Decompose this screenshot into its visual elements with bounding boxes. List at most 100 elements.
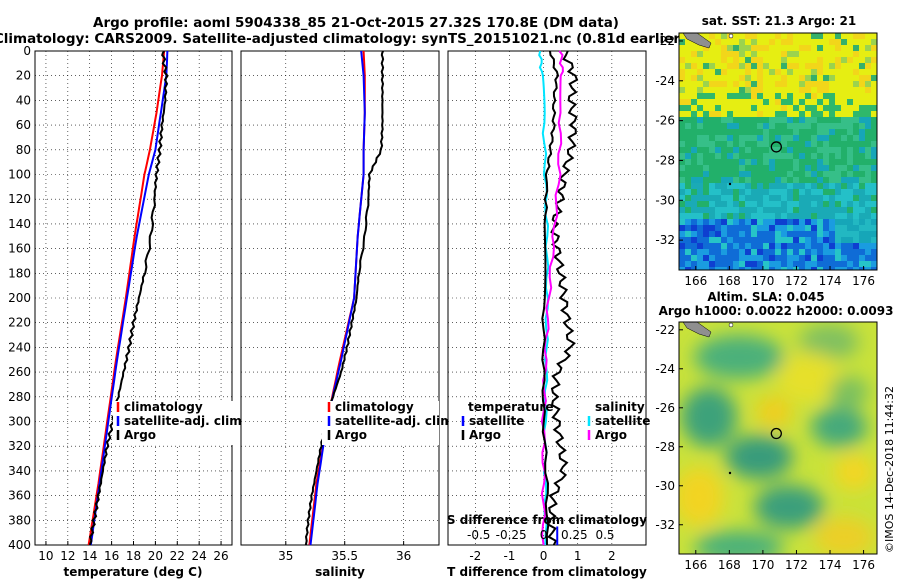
sst-cell <box>793 51 799 57</box>
sst-cell <box>835 45 841 51</box>
sst-cell <box>697 51 703 57</box>
sst-cell <box>727 153 733 159</box>
sst-cell <box>721 111 727 117</box>
sst-cell <box>847 87 853 93</box>
sst-cell <box>871 45 877 51</box>
sst-cell <box>727 87 733 93</box>
sst-cell <box>853 243 859 249</box>
sst-cell <box>721 63 727 69</box>
sst-cell <box>799 261 805 267</box>
sst-cell <box>679 261 685 267</box>
sst-cell <box>745 57 751 63</box>
sst-cell <box>691 165 697 171</box>
sst-cell <box>829 123 835 129</box>
x-tick-label: 36 <box>396 549 411 563</box>
depth-tick-label: 360 <box>8 489 31 503</box>
sst-cell <box>805 93 811 99</box>
sst-cell <box>691 183 697 189</box>
x-tick-label: 35 <box>278 549 293 563</box>
sst-cell <box>769 165 775 171</box>
sst-cell <box>733 87 739 93</box>
series-line-climatology <box>87 50 166 546</box>
sst-cell <box>859 267 865 270</box>
depth-tick-label: 200 <box>8 291 31 305</box>
sst-cell <box>691 249 697 255</box>
sst-cell <box>733 243 739 249</box>
sst-cell <box>679 195 685 201</box>
sst-cell <box>823 63 829 69</box>
sst-cell <box>847 39 853 45</box>
sst-cell <box>733 225 739 231</box>
sst-cell <box>793 225 799 231</box>
sst-cell <box>679 165 685 171</box>
sst-cell <box>775 75 781 81</box>
sst-cell <box>799 249 805 255</box>
legend-sal-argo-label: Argo <box>595 428 627 442</box>
argo-float-location-marker <box>770 427 782 440</box>
sst-cell <box>685 123 691 129</box>
x-tick-label: 20 <box>148 549 163 563</box>
sst-cell <box>829 129 835 135</box>
sst-cell <box>805 129 811 135</box>
sst-cell <box>835 201 841 207</box>
sst-cell <box>787 261 793 267</box>
sst-cell <box>703 87 709 93</box>
temperature-plot-frame <box>34 50 233 546</box>
longitude-tick-label: 170 <box>751 558 774 572</box>
sst-cell <box>865 63 871 69</box>
sst-cell <box>709 75 715 81</box>
sst-cell <box>781 147 787 153</box>
sst-cell <box>775 225 781 231</box>
sst-cell <box>787 213 793 219</box>
s-difference-axis-label: S difference from climatology <box>447 513 647 527</box>
sst-cell <box>871 153 877 159</box>
sst-cell <box>679 75 685 81</box>
sst-cell <box>847 249 853 255</box>
sst-cell <box>679 231 685 237</box>
sst-cell <box>685 93 691 99</box>
sst-cell <box>775 231 781 237</box>
sst-cell <box>709 201 715 207</box>
sst-cell <box>733 201 739 207</box>
sla-map-title: Altim. SLA: 0.045 <box>707 290 824 304</box>
sst-cell <box>787 243 793 249</box>
sst-cell <box>739 69 745 75</box>
sst-cell <box>865 135 871 141</box>
sst-cell <box>853 129 859 135</box>
sst-cell <box>853 183 859 189</box>
sst-cell <box>859 255 865 261</box>
sst-cell <box>703 219 709 225</box>
sst-cell <box>787 201 793 207</box>
sst-cell <box>763 219 769 225</box>
sst-cell <box>781 243 787 249</box>
sst-cell <box>739 225 745 231</box>
sst-cell <box>721 201 727 207</box>
sst-cell <box>847 207 853 213</box>
sst-cell <box>781 165 787 171</box>
sst-cell <box>871 243 877 249</box>
sst-cell <box>715 213 721 219</box>
sst-cell <box>757 213 763 219</box>
sst-cell <box>751 129 757 135</box>
sst-cell <box>679 219 685 225</box>
sst-cell <box>751 153 757 159</box>
sst-cell <box>853 195 859 201</box>
sst-cell <box>751 255 757 261</box>
sst-cell <box>787 237 793 243</box>
sst-cell <box>757 255 763 261</box>
sst-cell <box>709 33 715 39</box>
sst-cell <box>811 33 817 39</box>
sst-cell <box>703 135 709 141</box>
sst-cell <box>751 171 757 177</box>
longitude-tick-label: 174 <box>819 274 842 288</box>
sst-cell <box>865 129 871 135</box>
sst-cell <box>745 129 751 135</box>
sst-cell <box>847 117 853 123</box>
sst-cell <box>805 57 811 63</box>
sst-cell <box>721 261 727 267</box>
sst-cell <box>859 33 865 39</box>
sst-cell <box>733 105 739 111</box>
sst-cell <box>685 207 691 213</box>
x-tick-label: 16 <box>104 549 119 563</box>
sst-cell <box>733 51 739 57</box>
